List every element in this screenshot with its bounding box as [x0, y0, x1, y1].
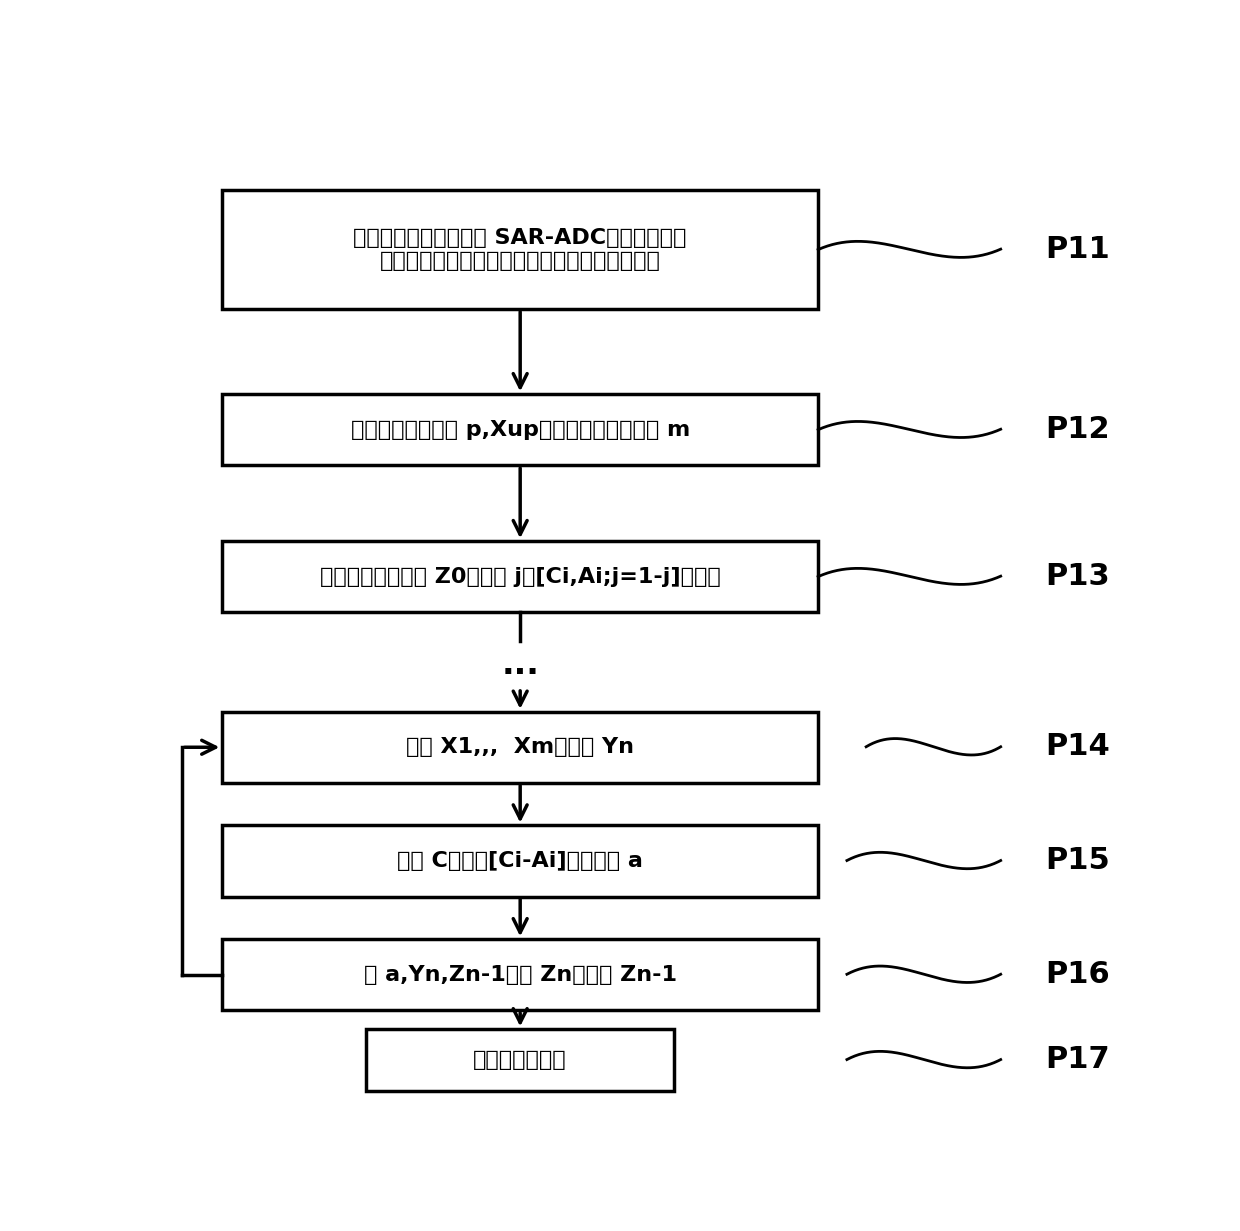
Text: P11: P11 [1045, 235, 1110, 263]
Bar [222, 542, 818, 612]
Bar [222, 394, 818, 465]
Text: 存储、输出结果: 存储、输出结果 [474, 1050, 567, 1070]
Text: 采样 X1,,,  Xm，计算 Yn: 采样 X1,,, Xm，计算 Yn [407, 737, 634, 757]
Text: P12: P12 [1045, 415, 1110, 443]
Text: P15: P15 [1045, 846, 1110, 875]
Bar [222, 939, 818, 1011]
Text: ...: ... [501, 648, 539, 681]
Bar [222, 712, 818, 783]
Text: P13: P13 [1045, 561, 1110, 591]
Text: P16: P16 [1045, 960, 1110, 988]
Bar [222, 191, 818, 309]
Text: P17: P17 [1045, 1045, 1110, 1075]
Text: 初始化，选定限幅 p,Xup，抗扰平均算法常数 m: 初始化，选定限幅 p,Xup，抗扰平均算法常数 m [351, 420, 689, 439]
Text: P14: P14 [1045, 732, 1110, 761]
Text: 初始化，选定初值 Z0，参数 j，[Ci,Ai;j=1-j]差权表: 初始化，选定初值 Z0，参数 j，[Ci,Ai;j=1-j]差权表 [320, 566, 720, 587]
Bar [222, 826, 818, 896]
Text: 计算 C，由表[Ci-Ai]，判定得 a: 计算 C，由表[Ci-Ai]，判定得 a [397, 851, 644, 872]
Text: 由 a,Yn,Zn-1计算 Zn，存入 Zn-1: 由 a,Yn,Zn-1计算 Zn，存入 Zn-1 [363, 965, 677, 985]
Text: 初始化：配置采样单元 SAR-ADC，选定参数，
包括时钟、分频，，通道、中断入口或查询方式: 初始化：配置采样单元 SAR-ADC，选定参数， 包括时钟、分频，，通道、中断入… [353, 228, 687, 271]
Bar [367, 1029, 675, 1091]
